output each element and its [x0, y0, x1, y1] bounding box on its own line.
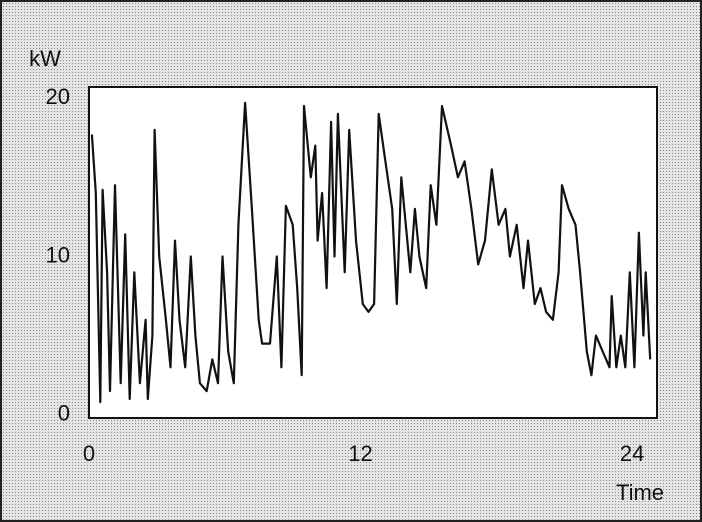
y-tick-label: 0 — [58, 401, 70, 426]
y-tick-label: 20 — [46, 84, 70, 109]
y-axis-label: kW — [29, 46, 61, 71]
x-tick-label: 12 — [348, 441, 372, 466]
x-tick-label: 24 — [620, 441, 644, 466]
x-axis-label: Time — [616, 480, 664, 505]
x-tick-label: 0 — [83, 441, 95, 466]
line — [90, 101, 652, 404]
y-tick-label: 10 — [46, 242, 70, 267]
